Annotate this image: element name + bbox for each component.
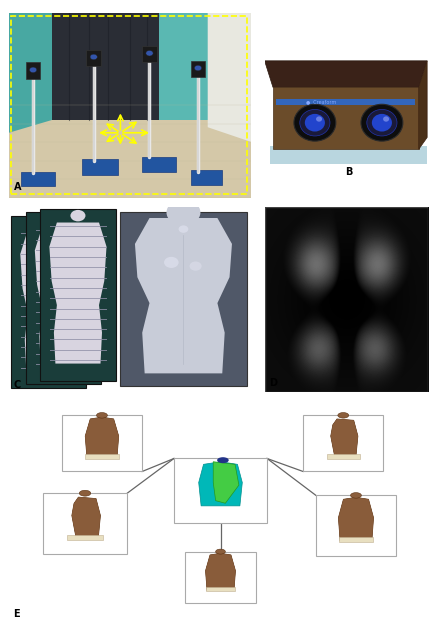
Circle shape [294,104,336,141]
Circle shape [97,413,108,418]
Polygon shape [273,87,419,149]
Circle shape [217,457,229,463]
Bar [339,537,373,542]
Polygon shape [9,13,52,133]
Bar [174,458,267,524]
Polygon shape [49,223,107,364]
Polygon shape [208,13,251,142]
Circle shape [316,117,322,122]
Polygon shape [331,419,358,458]
Circle shape [372,114,392,132]
Polygon shape [20,230,78,371]
Polygon shape [142,157,176,172]
Bar [303,415,384,472]
Bar [277,99,415,105]
Polygon shape [191,170,222,184]
Circle shape [90,54,97,60]
Bar [26,213,101,384]
Bar [206,587,235,591]
Circle shape [167,199,201,226]
Polygon shape [85,417,119,458]
Circle shape [338,413,349,418]
Polygon shape [331,419,358,458]
Polygon shape [213,461,239,503]
Polygon shape [82,159,118,176]
Bar [43,493,127,554]
Polygon shape [338,497,374,541]
Text: E: E [13,609,20,619]
Polygon shape [331,419,358,458]
Polygon shape [21,172,55,186]
Bar [11,216,86,388]
Polygon shape [206,553,235,591]
Bar [184,552,257,603]
Text: C: C [14,380,21,390]
Circle shape [194,65,202,71]
Polygon shape [52,13,215,120]
Circle shape [367,110,397,136]
Polygon shape [72,497,101,539]
Bar [326,454,360,458]
Bar [316,495,396,556]
Polygon shape [135,218,232,373]
Polygon shape [199,461,242,506]
Polygon shape [52,13,159,120]
Text: A: A [14,182,21,192]
Text: B: B [345,167,352,177]
Polygon shape [265,61,427,87]
Text: D: D [269,378,277,388]
Circle shape [179,226,188,233]
Circle shape [41,218,56,229]
Circle shape [300,110,330,136]
Polygon shape [85,417,119,458]
Polygon shape [85,417,119,458]
Circle shape [71,210,86,221]
Bar [86,50,101,66]
Circle shape [383,117,389,122]
Polygon shape [338,497,374,541]
Bar [41,209,116,381]
Circle shape [79,490,91,496]
Circle shape [361,104,403,141]
Bar [120,213,247,386]
Bar [67,535,103,540]
Bar [142,46,157,63]
Polygon shape [9,105,251,198]
Bar [26,63,41,79]
Circle shape [56,214,71,225]
Polygon shape [35,226,92,367]
Polygon shape [269,146,427,164]
Polygon shape [419,61,427,149]
Bar [62,415,142,472]
Circle shape [216,549,225,554]
Circle shape [190,261,202,271]
Circle shape [351,493,362,498]
Polygon shape [72,497,101,539]
Polygon shape [215,13,251,133]
Circle shape [164,257,179,268]
Bar [191,61,206,77]
Bar [85,454,119,458]
Text: ●  Creaform: ● Creaform [306,100,337,105]
Circle shape [305,114,325,132]
Polygon shape [72,497,101,539]
Polygon shape [338,497,374,541]
Polygon shape [206,553,235,591]
Circle shape [146,50,153,56]
Circle shape [30,67,37,73]
Polygon shape [206,553,235,591]
